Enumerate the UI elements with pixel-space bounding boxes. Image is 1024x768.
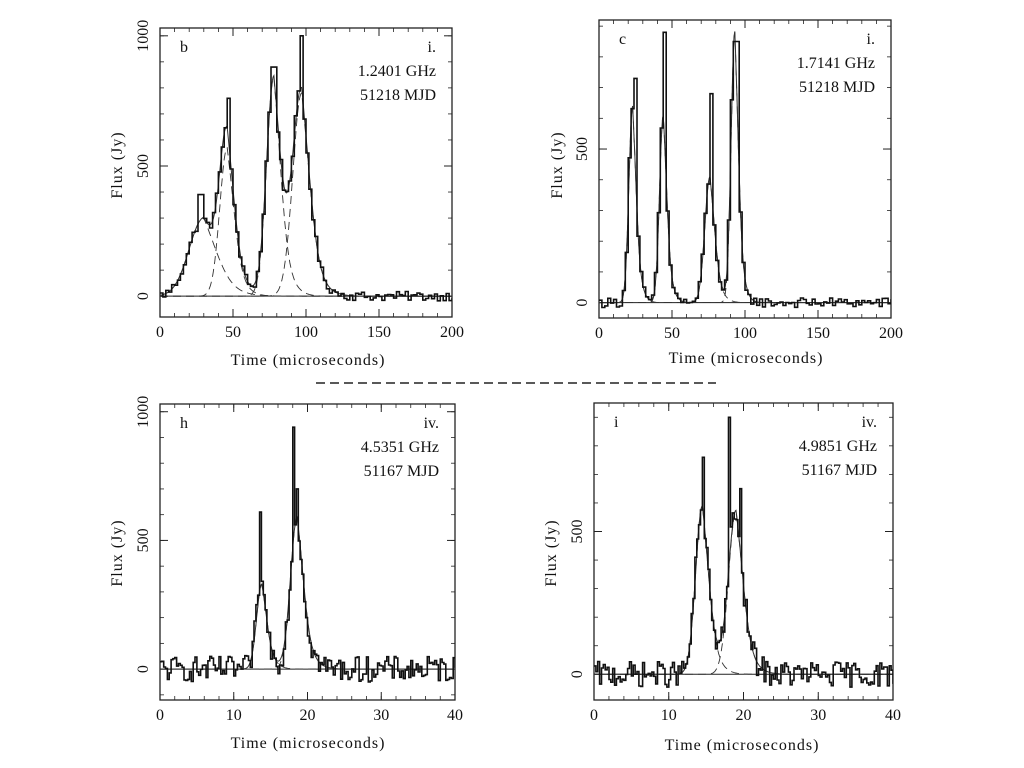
frequency-label: 1.2401 GHz <box>358 63 436 80</box>
panel-roman-numeral: iv. <box>424 415 439 432</box>
x-tick-label: 0 <box>156 707 164 724</box>
x-tick-label: 0 <box>590 707 598 724</box>
x-axis-title: Time (microseconds) <box>231 352 386 369</box>
mjd-label: 51167 MJD <box>802 462 877 479</box>
component-pulse-2 <box>160 516 455 670</box>
panel-i: 0 10 20 30 40 0 500 Time (microseconds) Flux (Jy… <box>543 402 901 754</box>
model-fit-curve <box>160 73 452 297</box>
component-pulse-3 <box>160 76 452 297</box>
y-axis-title: Flux (Jy) <box>109 131 126 198</box>
panel-letter: i <box>614 414 619 431</box>
model-fit-curve <box>160 516 455 670</box>
data-layer <box>594 416 893 688</box>
x-tick-label: 150 <box>367 324 391 341</box>
panel-c: 0 50 100 150 200 0 500 Time (microseconds) Flux … <box>549 19 903 367</box>
panel-letter: h <box>180 415 188 432</box>
observed-profile-line <box>160 35 452 302</box>
x-tick-label: 40 <box>885 707 901 724</box>
x-tick-label: 200 <box>879 325 903 342</box>
x-tick-label: 30 <box>810 707 826 724</box>
y-tick-label: 0 <box>135 665 152 673</box>
x-tick-label: 20 <box>736 707 752 724</box>
data-layer <box>160 35 452 302</box>
x-tick-label: 50 <box>225 324 241 341</box>
y-tick-label: 500 <box>569 520 586 544</box>
panel-letter: b <box>180 39 188 56</box>
y-tick-label: 500 <box>135 154 152 178</box>
frequency-label: 4.9851 GHz <box>799 438 877 455</box>
x-tick-label: 200 <box>440 324 464 341</box>
x-tick-label: 20 <box>300 707 316 724</box>
x-tick-label: 40 <box>447 707 463 724</box>
mjd-label: 51167 MJD <box>364 463 439 480</box>
y-axis-title: Flux (Jy) <box>549 131 566 198</box>
component-pulse-2 <box>160 146 452 297</box>
data-layer <box>160 426 455 683</box>
x-tick-label: 150 <box>806 325 830 342</box>
x-tick-label: 10 <box>226 707 242 724</box>
component-pulse-1 <box>160 217 452 297</box>
x-tick-label: 50 <box>664 325 680 342</box>
frequency-label: 1.7141 GHz <box>797 55 875 72</box>
x-tick-label: 10 <box>661 707 677 724</box>
y-tick-label: 0 <box>569 670 586 678</box>
x-axis-title: Time (microseconds) <box>231 735 386 752</box>
y-tick-label: 500 <box>135 528 152 552</box>
panel-roman-numeral: iv. <box>862 414 877 431</box>
frequency-label: 4.5351 GHz <box>361 439 439 456</box>
panel-h: 0 10 20 30 40 0 500 1000 Time (microseconds) Flux… <box>109 396 463 752</box>
x-tick-label: 0 <box>156 324 164 341</box>
y-tick-label: 0 <box>574 299 591 307</box>
data-layer <box>599 31 891 309</box>
panel-roman-numeral: i. <box>867 31 875 48</box>
observed-profile-line <box>160 426 455 683</box>
y-tick-label: 1000 <box>135 396 152 428</box>
y-axis-title: Flux (Jy) <box>543 519 560 586</box>
x-tick-label: 30 <box>373 707 389 724</box>
observed-profile-line <box>594 416 893 688</box>
x-axis-title: Time (microseconds) <box>669 350 824 367</box>
x-axis-title: Time (microseconds) <box>665 737 820 754</box>
x-tick-label: 100 <box>294 324 318 341</box>
panel-letter: c <box>619 31 626 48</box>
y-axis-title: Flux (Jy) <box>109 519 126 586</box>
y-tick-label: 500 <box>574 137 591 161</box>
panel-roman-numeral: i. <box>428 39 436 56</box>
x-tick-label: 0 <box>595 325 603 342</box>
y-tick-label: 0 <box>135 292 152 300</box>
mjd-label: 51218 MJD <box>360 87 436 104</box>
y-tick-label: 1000 <box>135 20 152 52</box>
mjd-label: 51218 MJD <box>799 79 875 96</box>
x-tick-label: 100 <box>733 325 757 342</box>
panel-b: 0 50 100 150 200 0 500 1000 Time (microseconds) F… <box>109 20 464 369</box>
observed-profile-line <box>599 31 891 309</box>
